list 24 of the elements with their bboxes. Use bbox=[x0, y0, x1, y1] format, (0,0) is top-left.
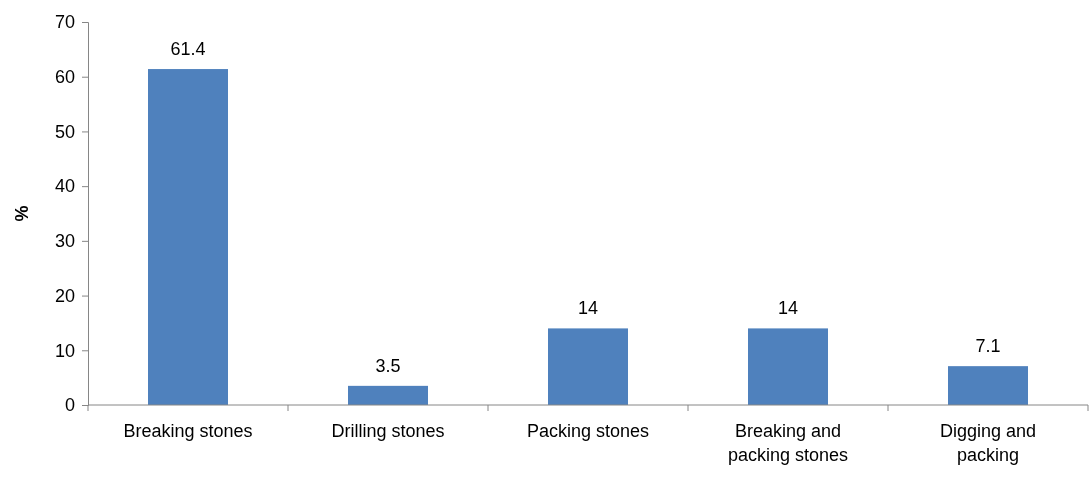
y-tick-label: 60 bbox=[54, 66, 75, 87]
bar bbox=[748, 328, 828, 405]
y-axis-title: % bbox=[12, 205, 32, 222]
data-label: 14 bbox=[577, 298, 599, 319]
y-tick-label: 70 bbox=[54, 12, 75, 33]
y-tick-label: 0 bbox=[64, 395, 75, 416]
data-label: 7.1 bbox=[975, 336, 1001, 357]
y-tick-label: 50 bbox=[54, 121, 75, 142]
data-label: 61.4 bbox=[170, 39, 206, 60]
bar bbox=[948, 366, 1028, 405]
y-tick-label: 10 bbox=[54, 340, 75, 361]
y-tick-label: 20 bbox=[54, 285, 75, 306]
data-label: 3.5 bbox=[375, 355, 401, 376]
bar bbox=[348, 385, 428, 405]
data-label: 14 bbox=[777, 298, 799, 319]
y-tick-label: 40 bbox=[54, 176, 75, 197]
bar bbox=[548, 328, 628, 405]
x-tick-label: Breaking stones bbox=[123, 421, 253, 441]
x-tick-label: Digging and packing bbox=[939, 421, 1037, 465]
bar bbox=[148, 69, 228, 405]
x-tick-label: Drilling stones bbox=[331, 421, 445, 441]
x-tick-label: Breaking and packing stones bbox=[727, 421, 849, 465]
y-tick-label: 30 bbox=[54, 231, 75, 252]
x-tick-label: Packing stones bbox=[526, 421, 650, 441]
